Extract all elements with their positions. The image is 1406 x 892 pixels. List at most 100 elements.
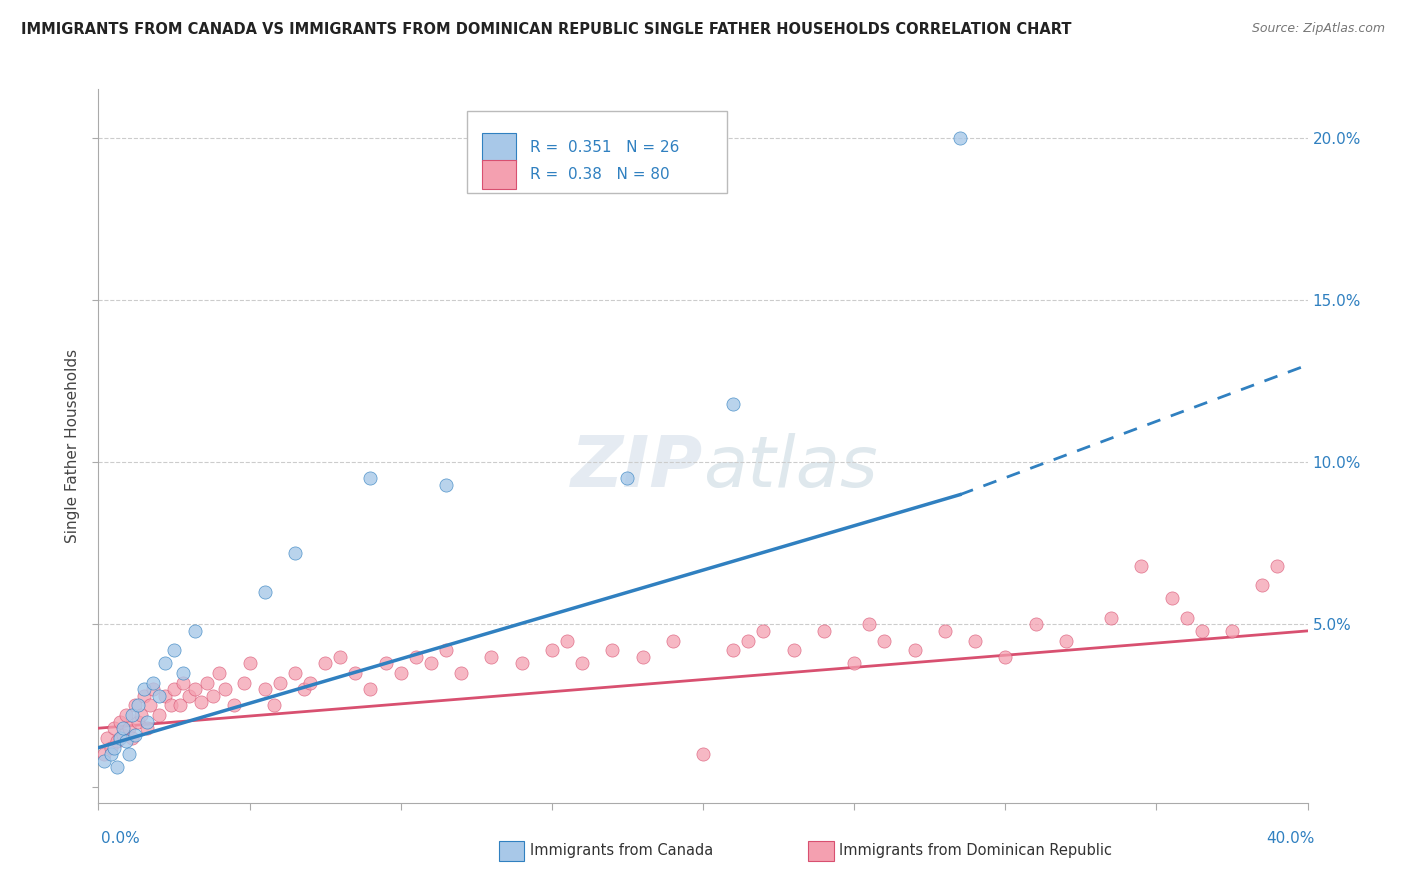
- Point: [873, 633, 896, 648]
- Point: [571, 657, 593, 671]
- Point: [269, 675, 291, 690]
- Text: ZIP: ZIP: [571, 433, 703, 502]
- Point: [1130, 559, 1153, 574]
- Point: [314, 657, 336, 671]
- Point: [434, 478, 457, 492]
- Point: [1160, 591, 1182, 606]
- Point: [360, 471, 382, 485]
- Point: [1251, 578, 1274, 592]
- Point: [420, 657, 443, 671]
- Point: [108, 714, 131, 729]
- Point: [723, 397, 745, 411]
- Point: [190, 695, 212, 709]
- Point: [434, 643, 457, 657]
- Point: [160, 698, 183, 713]
- Point: [118, 721, 141, 735]
- Point: [214, 682, 236, 697]
- Point: [129, 708, 152, 723]
- Point: [124, 698, 146, 713]
- Text: R =  0.38   N = 80: R = 0.38 N = 80: [530, 167, 669, 182]
- Point: [121, 731, 143, 745]
- Point: [127, 714, 149, 729]
- Point: [103, 721, 125, 735]
- Point: [284, 546, 307, 560]
- Point: [299, 675, 322, 690]
- Point: [1267, 559, 1289, 574]
- Point: [1220, 624, 1243, 638]
- Text: Immigrants from Canada: Immigrants from Canada: [530, 844, 713, 858]
- Point: [111, 721, 134, 735]
- Point: [114, 708, 136, 723]
- Point: [202, 689, 225, 703]
- Text: Immigrants from Dominican Republic: Immigrants from Dominican Republic: [839, 844, 1112, 858]
- Point: [631, 649, 654, 664]
- Point: [153, 657, 176, 671]
- Point: [360, 682, 382, 697]
- Point: [135, 721, 157, 735]
- Point: [253, 682, 276, 697]
- Point: [949, 131, 972, 145]
- Point: [184, 682, 207, 697]
- Point: [93, 754, 115, 768]
- Point: [132, 682, 155, 697]
- Point: [148, 689, 170, 703]
- Y-axis label: Single Father Households: Single Father Households: [65, 349, 80, 543]
- Point: [752, 624, 775, 638]
- Point: [405, 649, 427, 664]
- Point: [510, 657, 533, 671]
- Text: atlas: atlas: [703, 433, 877, 502]
- Point: [100, 740, 122, 755]
- Point: [118, 747, 141, 761]
- Point: [813, 624, 835, 638]
- Point: [329, 649, 352, 664]
- Point: [224, 698, 246, 713]
- Point: [93, 747, 115, 761]
- Point: [994, 649, 1017, 664]
- Point: [163, 682, 186, 697]
- Point: [232, 675, 254, 690]
- Point: [163, 643, 186, 657]
- Point: [253, 585, 276, 599]
- Text: 40.0%: 40.0%: [1267, 831, 1315, 846]
- Point: [344, 666, 367, 681]
- Point: [934, 624, 956, 638]
- Point: [108, 731, 131, 745]
- Point: [662, 633, 685, 648]
- Point: [374, 657, 396, 671]
- Point: [169, 698, 191, 713]
- Point: [105, 760, 128, 774]
- Point: [284, 666, 307, 681]
- Point: [135, 714, 157, 729]
- Point: [127, 698, 149, 713]
- FancyBboxPatch shape: [467, 111, 727, 193]
- Point: [114, 734, 136, 748]
- Point: [179, 689, 201, 703]
- Point: [139, 698, 162, 713]
- Point: [121, 708, 143, 723]
- Point: [208, 666, 231, 681]
- FancyBboxPatch shape: [482, 133, 516, 161]
- Point: [103, 740, 125, 755]
- FancyBboxPatch shape: [482, 161, 516, 189]
- Point: [292, 682, 315, 697]
- Point: [153, 689, 176, 703]
- Text: 0.0%: 0.0%: [101, 831, 141, 846]
- Point: [1024, 617, 1046, 632]
- Point: [172, 675, 194, 690]
- Point: [450, 666, 472, 681]
- Point: [124, 728, 146, 742]
- Point: [142, 675, 165, 690]
- Point: [692, 747, 714, 761]
- Point: [195, 675, 218, 690]
- Point: [142, 682, 165, 697]
- Point: [1099, 611, 1122, 625]
- Text: Source: ZipAtlas.com: Source: ZipAtlas.com: [1251, 22, 1385, 36]
- Point: [389, 666, 412, 681]
- Point: [1175, 611, 1198, 625]
- Point: [148, 708, 170, 723]
- Point: [481, 649, 503, 664]
- Point: [616, 471, 638, 485]
- Point: [100, 747, 122, 761]
- Point: [904, 643, 927, 657]
- Point: [965, 633, 987, 648]
